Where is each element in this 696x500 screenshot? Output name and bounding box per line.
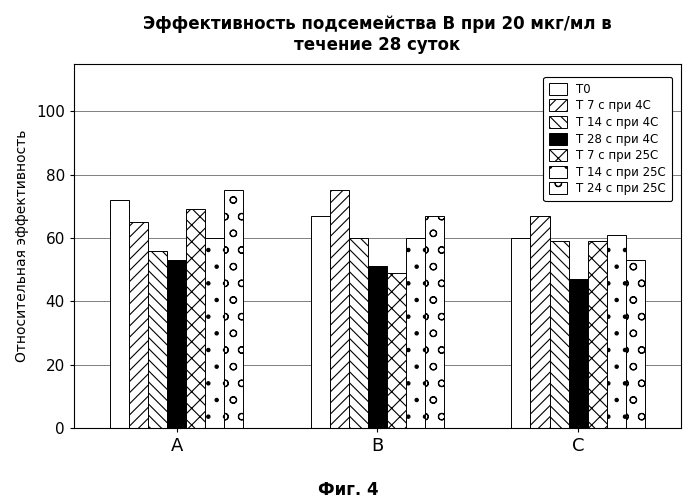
- Bar: [387, 273, 406, 428]
- Bar: [129, 222, 148, 428]
- Legend: Т0, Т 7 с при 4С, Т 14 с при 4С, Т 28 с при 4С, Т 7 с при 25С, Т 14 с при 25С, Т: Т0, Т 7 с при 4С, Т 14 с при 4С, Т 28 с …: [544, 77, 672, 201]
- Bar: [587, 241, 607, 428]
- Bar: [110, 200, 129, 428]
- Bar: [425, 216, 444, 428]
- Bar: [368, 266, 387, 428]
- Bar: [224, 190, 244, 428]
- Y-axis label: Относительная эффективность: Относительная эффективность: [15, 130, 29, 362]
- Bar: [569, 279, 587, 428]
- Bar: [530, 216, 550, 428]
- Bar: [205, 238, 224, 428]
- Bar: [626, 260, 645, 428]
- Bar: [310, 216, 330, 428]
- Bar: [349, 238, 368, 428]
- Bar: [607, 234, 626, 428]
- Bar: [512, 238, 530, 428]
- Bar: [148, 250, 167, 428]
- Text: Фиг. 4: Фиг. 4: [317, 481, 379, 499]
- Bar: [330, 190, 349, 428]
- Bar: [167, 260, 187, 428]
- Bar: [187, 210, 205, 428]
- Bar: [406, 238, 425, 428]
- Title: Эффективность подсемейства В при 20 мкг/мл в
течение 28 суток: Эффективность подсемейства В при 20 мкг/…: [143, 15, 612, 54]
- Bar: [550, 241, 569, 428]
